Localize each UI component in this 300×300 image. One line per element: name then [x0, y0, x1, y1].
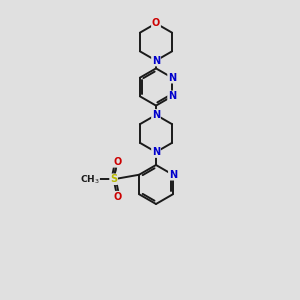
Text: CH$_3$: CH$_3$	[80, 173, 100, 185]
Text: N: N	[168, 73, 176, 83]
Text: N: N	[152, 56, 160, 66]
Text: O: O	[152, 18, 160, 28]
Text: N: N	[169, 170, 177, 180]
Text: O: O	[113, 192, 121, 202]
Text: S: S	[110, 174, 117, 184]
Text: O: O	[113, 157, 121, 167]
Text: N: N	[152, 147, 160, 157]
Text: N: N	[152, 110, 160, 120]
Text: N: N	[168, 91, 176, 101]
